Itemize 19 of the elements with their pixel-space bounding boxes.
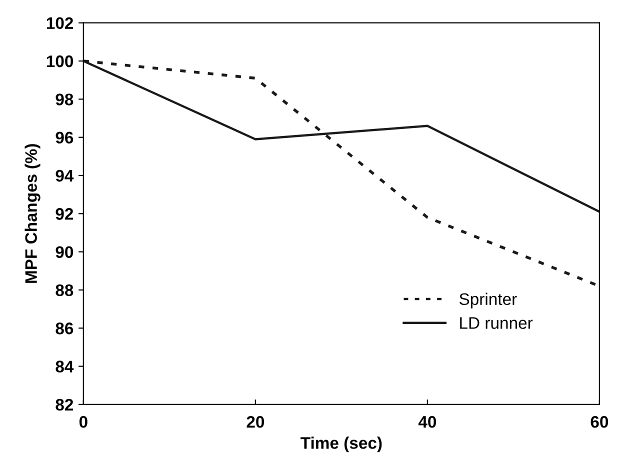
y-tick-label: 100 bbox=[46, 55, 74, 68]
legend-label: Sprinter bbox=[460, 292, 517, 308]
y-tick-label: 92 bbox=[56, 208, 74, 220]
legend-label: LD runner bbox=[460, 317, 533, 329]
y-tick-label: 94 bbox=[56, 170, 74, 182]
y-tick-label: 88 bbox=[56, 284, 74, 296]
x-axis-title: Time (sec) bbox=[300, 436, 382, 452]
x-tick-label: 60 bbox=[590, 416, 608, 428]
y-tick-label: 98 bbox=[56, 94, 74, 106]
x-tick-label: 40 bbox=[418, 416, 436, 428]
x-tick-label: 0 bbox=[79, 416, 88, 428]
x-tick-label: 20 bbox=[246, 416, 264, 428]
y-tick-label: 102 bbox=[46, 17, 74, 30]
y-axis-title: MPF Changes (%) bbox=[24, 144, 40, 283]
y-tick-label: 82 bbox=[56, 398, 74, 411]
y-tick-label: 96 bbox=[56, 132, 74, 144]
y-tick-label: 84 bbox=[56, 360, 74, 372]
y-tick-label: 90 bbox=[56, 246, 74, 258]
y-tick-label: 86 bbox=[56, 322, 74, 334]
